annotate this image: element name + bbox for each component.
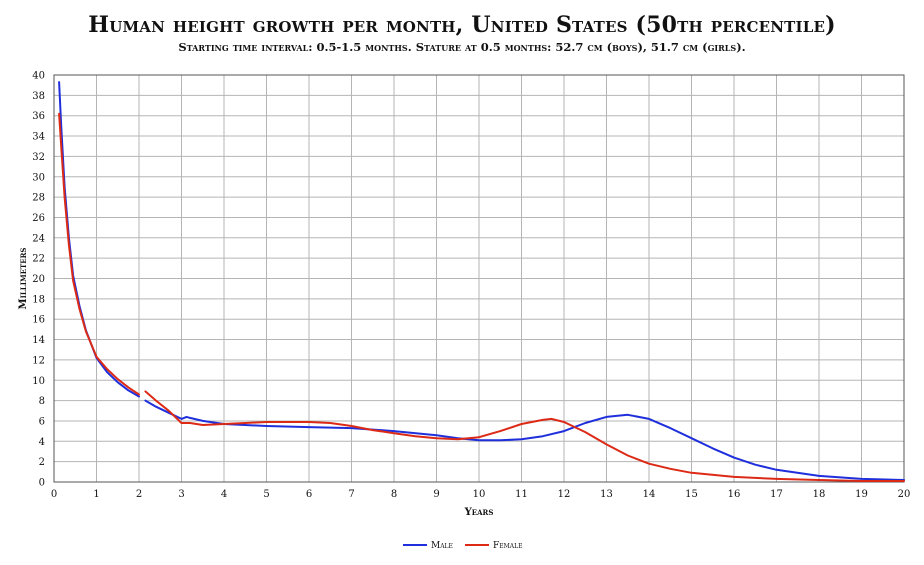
grid-lines (53, 74, 905, 483)
y-tick-label: 2 (39, 457, 45, 468)
y-axis-label: Millimeters (18, 248, 29, 310)
series-line-male (144, 399, 905, 481)
series-line-male (58, 81, 140, 398)
legend: Male Female (403, 541, 522, 551)
x-tick-label: 10 (473, 489, 486, 500)
y-tick-label: 34 (32, 132, 45, 143)
x-tick-label: 11 (515, 489, 528, 500)
y-tick-label: 30 (32, 172, 45, 183)
y-tick-label: 6 (39, 416, 45, 427)
chart-title: Human height growth per month, United St… (88, 12, 836, 38)
y-tick-label: 16 (32, 315, 45, 326)
x-tick-label: 15 (685, 489, 698, 500)
chart-subtitle: Starting time interval: 0.5-1.5 months. … (178, 40, 746, 54)
x-tick-label: 20 (898, 489, 911, 500)
x-tick-label: 2 (136, 489, 142, 500)
y-tick-label: 12 (32, 355, 45, 366)
x-tick-label: 8 (391, 489, 397, 500)
x-tick-label: 14 (643, 489, 656, 500)
tick-labels: 0 1 2 3 4 5 6 7 8 9 10 11 12 13 14 15 16 17 18 19 2002468101… (32, 71, 910, 501)
x-tick-label: 0 (51, 489, 57, 500)
x-tick-label: 12 (558, 489, 571, 500)
y-tick-label: 22 (32, 254, 45, 265)
x-tick-label: 7 (348, 489, 354, 500)
x-tick-label: 9 (433, 489, 439, 500)
y-tick-label: 32 (32, 152, 45, 163)
y-tick-label: 0 (39, 478, 45, 489)
y-tick-label: 18 (32, 294, 45, 305)
legend-label-female: Female (493, 541, 522, 551)
x-tick-label: 18 (813, 489, 826, 500)
y-tick-label: 4 (39, 437, 45, 448)
y-tick-label: 8 (39, 396, 45, 407)
x-tick-label: 16 (728, 489, 741, 500)
y-tick-label: 10 (32, 376, 45, 387)
x-tick-label: 5 (263, 489, 269, 500)
y-tick-label: 28 (32, 193, 45, 204)
x-tick-label: 19 (855, 489, 868, 500)
x-axis-label: Years (464, 507, 494, 518)
x-tick-label: 4 (221, 489, 227, 500)
y-tick-label: 14 (32, 335, 45, 346)
y-tick-label: 24 (32, 233, 45, 244)
x-tick-label: 17 (770, 489, 783, 500)
y-tick-label: 26 (32, 213, 45, 224)
x-tick-label: 1 (93, 489, 99, 500)
x-tick-label: 3 (178, 489, 184, 500)
x-tick-label: 13 (600, 489, 613, 500)
y-tick-label: 36 (32, 111, 45, 122)
y-tick-label: 38 (32, 91, 45, 102)
legend-label-male: Male (431, 541, 453, 551)
plot-frame (53, 74, 905, 483)
y-tick-label: 40 (32, 71, 45, 82)
series-line-female (144, 390, 905, 482)
x-tick-label: 6 (306, 489, 312, 500)
series-line-female (58, 112, 140, 396)
series-lines (58, 81, 905, 482)
y-tick-label: 20 (32, 274, 45, 285)
